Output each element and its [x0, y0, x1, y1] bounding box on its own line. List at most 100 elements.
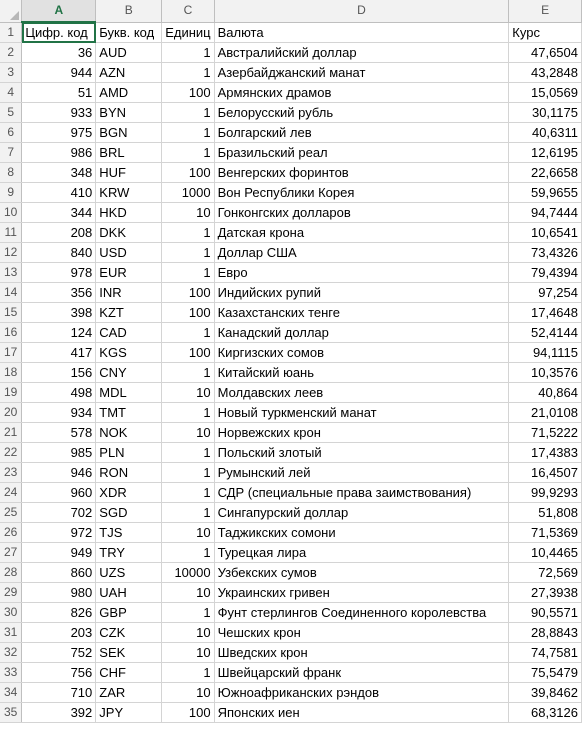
row-header[interactable]: 12 [0, 242, 23, 263]
cell-c22[interactable]: 1 [161, 442, 215, 463]
cell-a18[interactable]: 156 [21, 362, 97, 383]
cell-c13[interactable]: 1 [161, 262, 215, 283]
row-header[interactable]: 23 [0, 462, 23, 483]
cell-d11[interactable]: Датская крона [214, 222, 510, 243]
cell-e10[interactable]: 94,7444 [508, 202, 582, 223]
row-header[interactable]: 20 [0, 402, 23, 423]
cell-e33[interactable]: 75,5479 [508, 662, 582, 683]
cell-a8[interactable]: 348 [21, 162, 97, 183]
cell-a21[interactable]: 578 [21, 422, 97, 443]
cell-a32[interactable]: 752 [21, 642, 97, 663]
cell-d19[interactable]: Молдавских леев [214, 382, 510, 403]
column-header-b[interactable]: B [95, 0, 163, 23]
column-header-d[interactable]: D [214, 0, 510, 23]
cell-b23[interactable]: RON [95, 462, 163, 483]
cell-e35[interactable]: 68,3126 [508, 702, 582, 723]
cell-a33[interactable]: 756 [21, 662, 97, 683]
cell-c7[interactable]: 1 [161, 142, 215, 163]
column-header-e[interactable]: E [508, 0, 582, 23]
cell-e8[interactable]: 22,6658 [508, 162, 582, 183]
cell-c12[interactable]: 1 [161, 242, 215, 263]
cell-b8[interactable]: HUF [95, 162, 163, 183]
cell-a16[interactable]: 124 [21, 322, 97, 343]
cell-c23[interactable]: 1 [161, 462, 215, 483]
cell-e31[interactable]: 28,8843 [508, 622, 582, 643]
cell-d28[interactable]: Узбекских сумов [214, 562, 510, 583]
cell-e19[interactable]: 40,864 [508, 382, 582, 403]
cell-c15[interactable]: 100 [161, 302, 215, 323]
cell-b25[interactable]: SGD [95, 502, 163, 523]
row-header[interactable]: 34 [0, 682, 23, 703]
cell-c3[interactable]: 1 [161, 62, 215, 83]
cell-a5[interactable]: 933 [21, 102, 97, 123]
row-header[interactable]: 13 [0, 262, 23, 283]
cell-a20[interactable]: 934 [21, 402, 97, 423]
cell-d14[interactable]: Индийских рупий [214, 282, 510, 303]
row-header[interactable]: 24 [0, 482, 23, 503]
row-header[interactable]: 19 [0, 382, 23, 403]
cell-e14[interactable]: 97,254 [508, 282, 582, 303]
cell-d5[interactable]: Белорусский рубль [214, 102, 510, 123]
cell-e34[interactable]: 39,8462 [508, 682, 582, 703]
cell-b33[interactable]: CHF [95, 662, 163, 683]
cell-a19[interactable]: 498 [21, 382, 97, 403]
cell-e24[interactable]: 99,9293 [508, 482, 582, 503]
cell-a2[interactable]: 36 [21, 42, 97, 63]
row-header[interactable]: 33 [0, 662, 23, 683]
cell-c4[interactable]: 100 [161, 82, 215, 103]
row-header[interactable]: 2 [0, 42, 23, 63]
cell-c17[interactable]: 100 [161, 342, 215, 363]
cell-e15[interactable]: 17,4648 [508, 302, 582, 323]
cell-a14[interactable]: 356 [21, 282, 97, 303]
row-header[interactable]: 22 [0, 442, 23, 463]
cell-d23[interactable]: Румынский лей [214, 462, 510, 483]
cell-c10[interactable]: 10 [161, 202, 215, 223]
cell-a3[interactable]: 944 [21, 62, 97, 83]
cell-c29[interactable]: 10 [161, 582, 215, 603]
cell-a35[interactable]: 392 [21, 702, 97, 723]
cell-c6[interactable]: 1 [161, 122, 215, 143]
cell-a12[interactable]: 840 [21, 242, 97, 263]
cell-c5[interactable]: 1 [161, 102, 215, 123]
row-header[interactable]: 35 [0, 702, 23, 723]
row-header[interactable]: 17 [0, 342, 23, 363]
cell-d24[interactable]: СДР (специальные права заимствования) [214, 482, 510, 503]
cell-d33[interactable]: Швейцарский франк [214, 662, 510, 683]
row-header[interactable]: 1 [0, 22, 23, 43]
cell-b35[interactable]: JPY [95, 702, 163, 723]
column-header-a[interactable]: A [21, 0, 97, 23]
cell-d8[interactable]: Венгерских форинтов [214, 162, 510, 183]
cell-e32[interactable]: 74,7581 [508, 642, 582, 663]
row-header[interactable]: 27 [0, 542, 23, 563]
cell-b27[interactable]: TRY [95, 542, 163, 563]
cell-d13[interactable]: Евро [214, 262, 510, 283]
cell-a23[interactable]: 946 [21, 462, 97, 483]
cell-a29[interactable]: 980 [21, 582, 97, 603]
cell-c14[interactable]: 100 [161, 282, 215, 303]
cell-d35[interactable]: Японских иен [214, 702, 510, 723]
cell-c18[interactable]: 1 [161, 362, 215, 383]
cell-b3[interactable]: AZN [95, 62, 163, 83]
cell-a17[interactable]: 417 [21, 342, 97, 363]
row-header[interactable]: 32 [0, 642, 23, 663]
cell-b14[interactable]: INR [95, 282, 163, 303]
row-header[interactable]: 29 [0, 582, 23, 603]
cell-c2[interactable]: 1 [161, 42, 215, 63]
row-header[interactable]: 8 [0, 162, 23, 183]
cell-d7[interactable]: Бразильский реал [214, 142, 510, 163]
cell-b34[interactable]: ZAR [95, 682, 163, 703]
cell-b7[interactable]: BRL [95, 142, 163, 163]
cell-c33[interactable]: 1 [161, 662, 215, 683]
cell-e13[interactable]: 79,4394 [508, 262, 582, 283]
cell-b24[interactable]: XDR [95, 482, 163, 503]
cell-b16[interactable]: CAD [95, 322, 163, 343]
cell-a31[interactable]: 203 [21, 622, 97, 643]
row-header[interactable]: 3 [0, 62, 23, 83]
cell-e11[interactable]: 10,6541 [508, 222, 582, 243]
cell-c8[interactable]: 100 [161, 162, 215, 183]
row-header[interactable]: 11 [0, 222, 23, 243]
cell-c35[interactable]: 100 [161, 702, 215, 723]
cell-a30[interactable]: 826 [21, 602, 97, 623]
cell-a9[interactable]: 410 [21, 182, 97, 203]
cell-e29[interactable]: 27,3938 [508, 582, 582, 603]
